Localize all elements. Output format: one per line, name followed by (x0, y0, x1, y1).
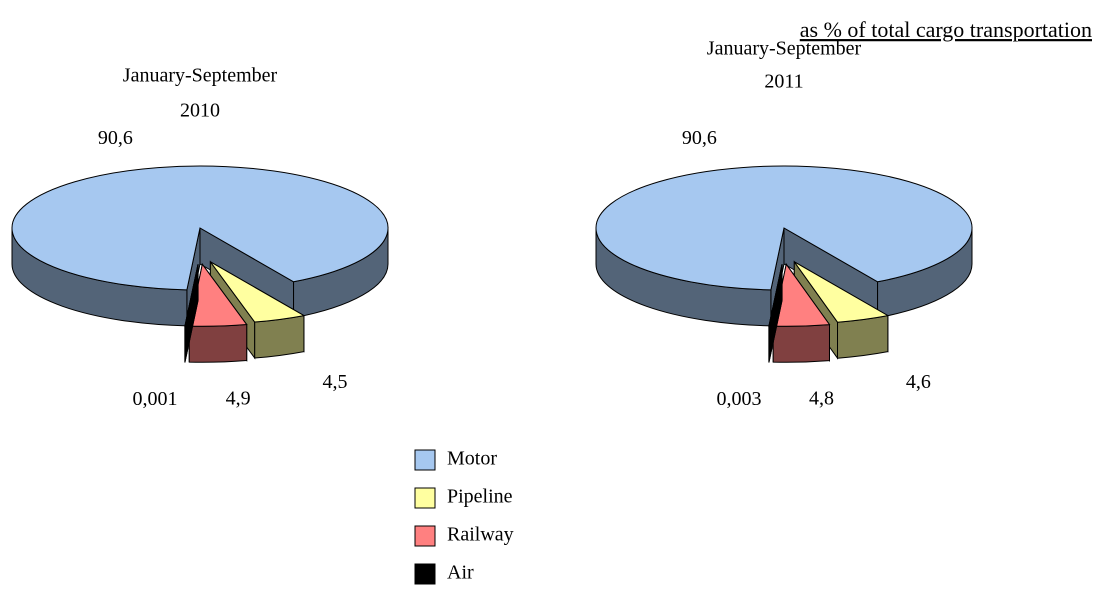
chart-title: 2010 (180, 100, 220, 122)
slice (793, 261, 890, 323)
data-label: 4,9 (226, 388, 251, 410)
header: as % of total cargo transportation (800, 17, 1092, 42)
data-label: 0,003 (716, 388, 761, 410)
slice (184, 264, 199, 327)
legend-swatch (414, 563, 436, 585)
legend-label: Pipeline (447, 486, 513, 508)
legend-label: Motor (447, 448, 497, 470)
data-label: 4,6 (906, 371, 931, 393)
legend-label: Railway (447, 524, 514, 546)
legend-label: Air (447, 562, 474, 584)
data-label: 90,6 (682, 127, 717, 149)
legend-swatch (414, 449, 436, 471)
chart-title: January-September (123, 65, 278, 87)
data-label: 4,8 (809, 388, 834, 410)
data-label: 4,5 (323, 371, 348, 393)
chart-title: 2011 (764, 71, 803, 93)
slice (11, 165, 389, 291)
data-label: 0,001 (132, 388, 177, 410)
data-label: 90,6 (98, 127, 133, 149)
slice-side (188, 323, 248, 363)
slice (768, 264, 783, 327)
slice-side (254, 314, 305, 359)
slice (595, 165, 973, 291)
slice (209, 261, 306, 323)
legend-swatch (414, 487, 436, 509)
legend-swatch (414, 525, 436, 547)
chart-title: January-September (707, 38, 862, 60)
slice-side (772, 324, 830, 363)
